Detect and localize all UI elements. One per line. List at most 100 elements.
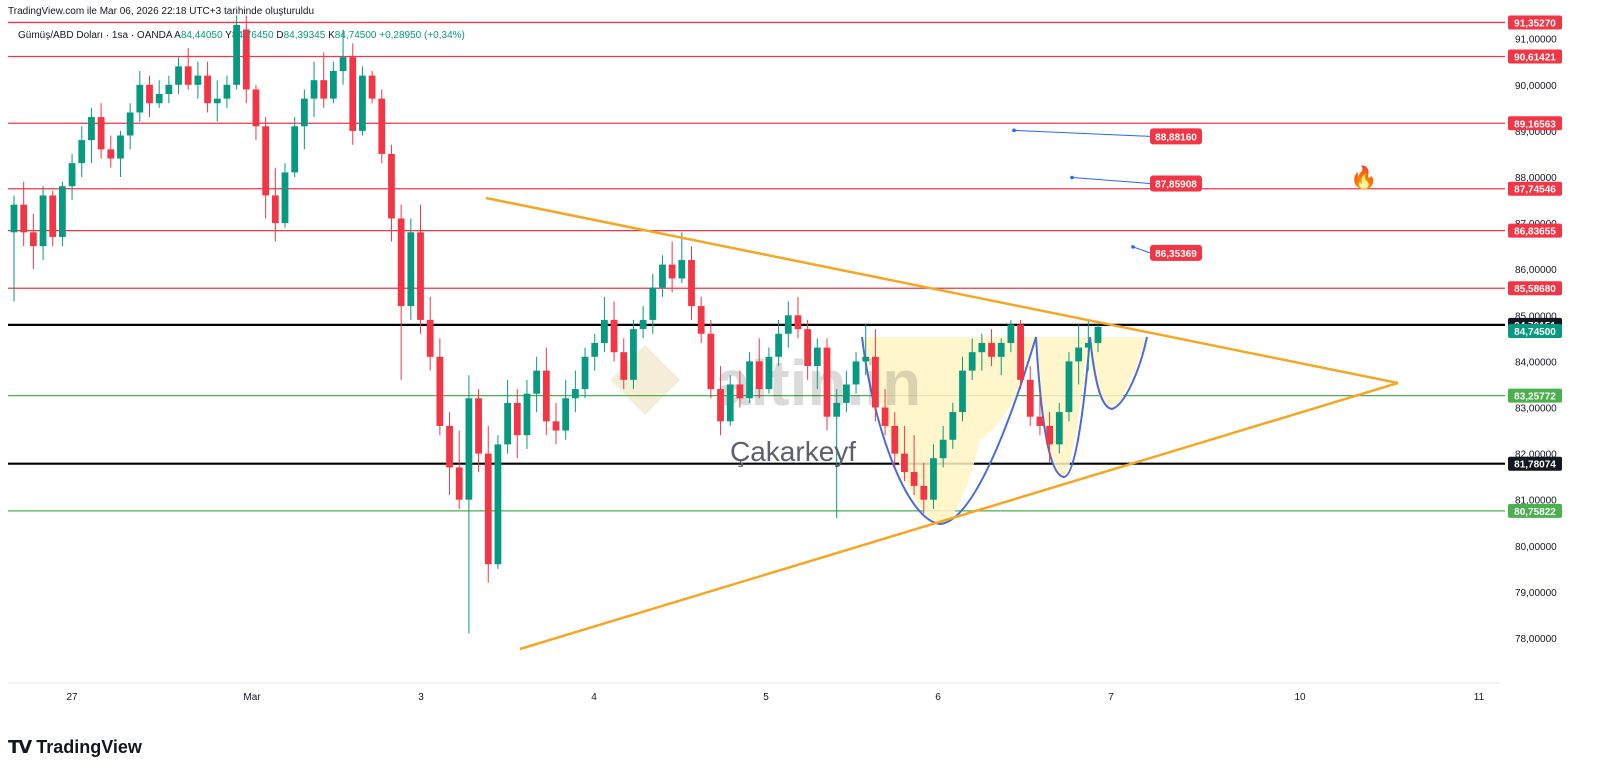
tradingview-logo[interactable]: TV TradingView	[8, 737, 142, 758]
y-tick-label: 86,00000	[1515, 265, 1557, 276]
candle-body	[39, 195, 47, 247]
candle-body	[407, 232, 415, 307]
candle-body	[1017, 324, 1024, 380]
x-tick-label: 11	[1474, 692, 1485, 703]
handle-curve-2	[1089, 336, 1148, 411]
ohlc-low-label: D	[276, 30, 284, 41]
candle-body	[146, 84, 153, 104]
candle-body	[542, 370, 550, 422]
candle-body	[349, 57, 357, 131]
candle-body	[49, 195, 57, 237]
candle-body	[775, 333, 782, 357]
ohlc-open-label: A	[174, 30, 181, 41]
fire-icon[interactable]: 🔥	[1350, 165, 1378, 190]
candle-body	[1046, 425, 1053, 445]
candle-body	[726, 384, 734, 422]
candle-body	[707, 333, 715, 390]
candle-body	[523, 393, 531, 436]
candle-body	[97, 117, 105, 150]
ohlc-low: 84,39345	[283, 30, 326, 41]
candle-body	[107, 149, 115, 159]
target-label-bg	[1150, 244, 1202, 261]
target-anchor	[1012, 128, 1016, 133]
target-line	[1132, 246, 1151, 254]
candle-body	[649, 287, 657, 320]
handle-curve-1	[1035, 336, 1091, 479]
candle-body	[388, 153, 395, 219]
candle-body	[988, 342, 995, 357]
y-tick-label: 91,00000	[1515, 35, 1557, 46]
candle-body	[1075, 347, 1083, 362]
candle-body	[262, 126, 270, 196]
candle-body	[997, 342, 1005, 357]
y-tick-label: 81,00000	[1515, 496, 1557, 507]
candle-body	[475, 398, 482, 454]
candle-body	[213, 98, 221, 104]
candle-body	[571, 389, 579, 399]
candle-body	[20, 204, 28, 233]
candle-body	[678, 259, 686, 279]
target-label: 86,35369	[1155, 249, 1197, 260]
level-label: 90,61421	[1514, 52, 1556, 63]
candle-body	[804, 329, 812, 367]
candle-body	[852, 361, 860, 385]
candle-body	[901, 453, 908, 473]
target-label: 88,88160	[1155, 132, 1197, 143]
candle-body	[300, 98, 308, 127]
candle-body	[88, 117, 95, 141]
candle-body	[978, 342, 986, 353]
level-label: 86,83655	[1514, 227, 1556, 238]
y-tick-label: 78,00000	[1515, 634, 1557, 645]
candle-body	[175, 66, 182, 85]
price-axis: 78,00000 79,00000 80,00000 81,00000 82,00000…	[1508, 15, 1562, 645]
y-tick-label: 88,00000	[1515, 173, 1557, 184]
candle-body	[378, 98, 386, 154]
level-label: 87,74546	[1514, 185, 1556, 196]
candle-body	[949, 412, 957, 440]
candle-body	[872, 356, 879, 408]
y-tick-label: 90,00000	[1515, 81, 1557, 92]
target-label: 87,85908	[1155, 179, 1197, 190]
level-label-bg	[1508, 15, 1562, 30]
candle-body	[417, 232, 424, 320]
y-tick-label: 84,00000	[1515, 357, 1557, 368]
y-tick-label: 83,00000	[1515, 404, 1557, 415]
candle-body	[126, 112, 134, 136]
candle-body	[59, 186, 66, 237]
level-label-bg	[1508, 388, 1562, 403]
candle-body	[755, 361, 763, 390]
candle-body	[610, 319, 618, 353]
watermark-text: Çakarkeyf	[730, 436, 857, 467]
x-tick-label: 27	[66, 692, 78, 703]
x-tick-label: 3	[418, 692, 424, 703]
candle-body	[668, 264, 676, 279]
candle-body	[1007, 324, 1015, 343]
level-label: 81,78074	[1514, 460, 1556, 471]
candle-body	[736, 384, 744, 399]
candle-body	[601, 319, 608, 343]
last-price-bg	[1508, 324, 1562, 339]
candle-body	[184, 66, 192, 85]
ohlc-close-label: K	[328, 30, 335, 41]
candle-body	[939, 439, 947, 459]
triangle-lower-line	[519, 381, 1399, 651]
candle-body	[117, 135, 124, 159]
candle-body	[194, 75, 202, 85]
candle-body	[233, 24, 240, 85]
candle-body	[68, 163, 76, 187]
level-label: 91,35270	[1514, 18, 1556, 29]
ohlc-open: 84,44050	[180, 30, 223, 41]
target-label-bg	[1150, 128, 1202, 145]
candle-body	[242, 29, 250, 90]
candle-body	[368, 75, 376, 99]
candle-body	[630, 329, 637, 380]
candle-body	[697, 306, 705, 334]
price-change: +0,28950 (+0,34%)	[379, 30, 465, 41]
y-tick-label: 82,00000	[1515, 450, 1557, 461]
symbol-info: Gümüş/ABD Doları · 1sa · OANDA A84,44050…	[18, 30, 465, 41]
y-tick-label: 79,00000	[1515, 588, 1557, 599]
candle-body	[484, 453, 492, 565]
candle-body	[842, 384, 850, 403]
candle-body	[426, 319, 434, 357]
candle-body	[823, 347, 831, 417]
